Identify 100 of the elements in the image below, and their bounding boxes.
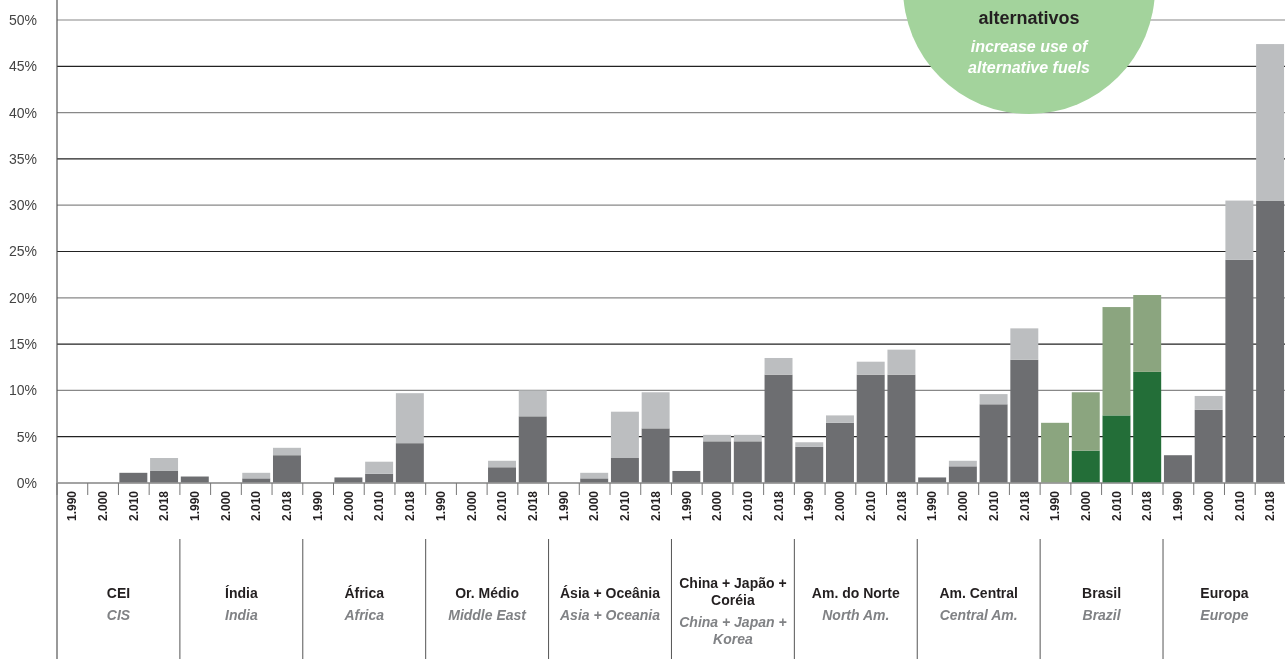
text: CEI bbox=[106, 585, 131, 601]
bar bbox=[150, 458, 179, 471]
bar bbox=[1133, 295, 1162, 372]
bar bbox=[1194, 409, 1223, 483]
text: North Am. bbox=[822, 607, 890, 623]
x-tick-label: 2.010 bbox=[1232, 490, 1247, 522]
bar bbox=[1133, 371, 1162, 483]
x-tick-label: 1.990 bbox=[1048, 490, 1063, 522]
y-tick-label: 40% bbox=[8, 104, 37, 121]
bar bbox=[365, 461, 394, 474]
annotation: alternativos bbox=[978, 8, 1080, 28]
bar bbox=[610, 458, 639, 483]
x-tick-label: 2.010 bbox=[863, 490, 878, 522]
x-tick-label: 2.010 bbox=[1109, 490, 1124, 522]
x-tick-label: 2.000 bbox=[341, 490, 356, 522]
bar bbox=[948, 466, 977, 483]
bar bbox=[1194, 395, 1223, 410]
bar bbox=[826, 415, 854, 423]
bar bbox=[764, 357, 793, 375]
x-tick-label: 2.018 bbox=[1017, 490, 1032, 522]
bar bbox=[795, 446, 824, 483]
bar bbox=[856, 374, 885, 483]
x-tick-label: 2.000 bbox=[833, 490, 848, 522]
x-tick-label: 2.018 bbox=[894, 490, 909, 522]
x-tick-label: 2.018 bbox=[1140, 490, 1155, 522]
text: China + Japão + Coréia bbox=[679, 575, 787, 608]
x-tick-label: 2.000 bbox=[464, 490, 479, 522]
bar bbox=[1225, 259, 1254, 483]
bar bbox=[1256, 44, 1285, 201]
x-tick-label: 2.010 bbox=[126, 490, 141, 522]
bar bbox=[518, 390, 547, 417]
text: Brazil bbox=[1082, 607, 1122, 623]
x-tick-label: 2.018 bbox=[525, 490, 540, 522]
x-tick-label: 2.000 bbox=[956, 490, 971, 522]
text: Or. Médio bbox=[455, 585, 520, 601]
y-tick-label: 20% bbox=[8, 289, 37, 306]
bar bbox=[1225, 200, 1254, 260]
x-tick-label: 1.990 bbox=[187, 490, 202, 522]
x-tick-label: 1.990 bbox=[65, 490, 80, 522]
x-tick-label: 2.000 bbox=[1201, 490, 1216, 522]
y-tick-label: 25% bbox=[8, 243, 37, 260]
bar bbox=[518, 416, 547, 483]
x-tick-label: 1.990 bbox=[802, 490, 817, 522]
bar bbox=[856, 361, 885, 375]
x-tick-label: 2.010 bbox=[249, 490, 264, 522]
bar bbox=[1102, 415, 1131, 483]
text: Ásia + Oceânia bbox=[560, 585, 661, 601]
x-tick-label: 2.018 bbox=[157, 490, 172, 522]
bar bbox=[395, 393, 424, 444]
x-tick-label: 2.000 bbox=[218, 490, 233, 522]
x-tick-label: 2.010 bbox=[495, 490, 510, 522]
bar bbox=[764, 374, 793, 483]
x-tick-label: 2.018 bbox=[403, 490, 418, 522]
y-tick-label: 0% bbox=[16, 474, 37, 491]
annotation: increase use of alternative fuels bbox=[968, 38, 1091, 76]
bar bbox=[641, 428, 670, 483]
text: Central Am. bbox=[939, 607, 1018, 623]
bar bbox=[887, 349, 916, 375]
y-tick-label: 35% bbox=[8, 150, 37, 167]
bar bbox=[580, 472, 609, 479]
x-tick-label: 2.018 bbox=[771, 490, 786, 522]
bar bbox=[672, 470, 701, 483]
x-tick-label: 2.018 bbox=[648, 490, 663, 522]
text: África bbox=[344, 585, 385, 601]
bar bbox=[150, 470, 179, 483]
bar bbox=[979, 404, 1008, 483]
y-tick-label: 30% bbox=[8, 197, 37, 214]
text: Africa bbox=[343, 607, 385, 623]
text: Asia + Oceania bbox=[559, 607, 661, 623]
bar bbox=[733, 434, 762, 442]
x-tick-label: 1.990 bbox=[556, 490, 571, 522]
text: Europa bbox=[1200, 585, 1249, 601]
bar bbox=[703, 441, 732, 483]
bar bbox=[334, 477, 363, 483]
x-tick-label: 1.990 bbox=[679, 490, 694, 522]
bar bbox=[1010, 328, 1039, 360]
x-tick-label: 2.010 bbox=[741, 490, 756, 522]
y-tick-label: 45% bbox=[8, 58, 37, 75]
x-tick-label: 2.000 bbox=[587, 490, 602, 522]
bar bbox=[1102, 307, 1131, 416]
bar bbox=[488, 467, 516, 483]
x-tick-label: 1.990 bbox=[433, 490, 448, 522]
bar bbox=[795, 442, 824, 447]
bar bbox=[948, 460, 977, 467]
x-tick-label: 2.018 bbox=[280, 490, 295, 522]
y-tick-label: 10% bbox=[8, 382, 37, 399]
text: Am. do Norte bbox=[811, 585, 900, 601]
y-tick-label: 5% bbox=[16, 428, 37, 445]
x-tick-label: 2.010 bbox=[372, 490, 387, 522]
y-tick-label: 50% bbox=[8, 11, 37, 28]
x-tick-label: 2.010 bbox=[986, 490, 1001, 522]
bar bbox=[242, 472, 271, 479]
text: India bbox=[225, 607, 258, 623]
bar bbox=[488, 460, 516, 468]
text: Índia bbox=[225, 585, 258, 601]
x-tick-label: 1.990 bbox=[1171, 490, 1186, 522]
bar bbox=[610, 411, 639, 458]
text: CIS bbox=[106, 607, 131, 623]
bar bbox=[979, 394, 1008, 405]
bar bbox=[272, 455, 301, 483]
